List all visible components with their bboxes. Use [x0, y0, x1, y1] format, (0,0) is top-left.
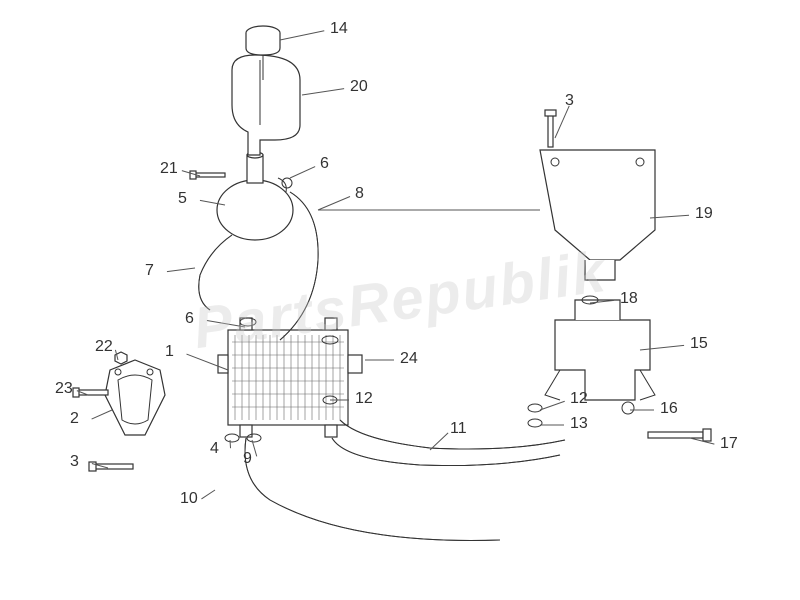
callout-11: 11 [450, 420, 467, 438]
hose-11a-i [332, 438, 560, 466]
radiator [218, 318, 362, 437]
expansion-tank [217, 152, 293, 240]
callout-3: 3 [565, 92, 574, 110]
callout-9: 9 [243, 450, 252, 468]
callout-3: 3 [70, 453, 79, 471]
callout-16: 16 [660, 400, 678, 418]
bracket-19 [540, 150, 655, 280]
callout-4: 4 [210, 440, 219, 458]
callout-19: 19 [695, 205, 713, 223]
screw-3-right [545, 110, 556, 147]
bushing-9 [247, 434, 261, 442]
hose-10-inner [245, 438, 500, 541]
bushing-4 [225, 434, 239, 442]
callout-22: 22 [95, 338, 113, 356]
callout-12: 12 [355, 390, 373, 408]
callout-leaders [77, 31, 715, 499]
callout-15: 15 [690, 335, 708, 353]
bolt-17 [648, 429, 711, 441]
callout-17: 17 [720, 435, 738, 453]
diagram-svg [0, 0, 800, 600]
washer-16 [622, 402, 634, 414]
callout-5: 5 [178, 190, 187, 208]
tank-cover-20 [232, 55, 300, 155]
callout-13: 13 [570, 415, 588, 433]
screw-3-left [89, 462, 133, 471]
hose-7-inner [199, 235, 232, 310]
clamp-6a [282, 178, 292, 188]
clamp-12b [528, 404, 542, 412]
bracket-left [105, 360, 165, 435]
callout-23: 23 [55, 380, 73, 398]
bracket-15 [545, 300, 655, 400]
hose-7 [199, 235, 232, 310]
callout-6: 6 [320, 155, 329, 173]
callout-21: 21 [160, 160, 178, 178]
callout-24: 24 [400, 350, 418, 368]
callout-10: 10 [180, 490, 198, 508]
clamp-13 [528, 419, 542, 427]
hose-10 [245, 438, 500, 541]
hose-11a [332, 438, 560, 466]
callout-2: 2 [70, 410, 79, 428]
callout-18: 18 [620, 290, 638, 308]
callout-1: 1 [165, 343, 174, 361]
callout-6: 6 [185, 310, 194, 328]
callout-14: 14 [330, 20, 348, 38]
callout-20: 20 [350, 78, 368, 96]
screw-23 [73, 388, 108, 397]
callout-7: 7 [145, 262, 154, 280]
callout-12: 12 [570, 390, 588, 408]
callout-8: 8 [355, 185, 364, 203]
